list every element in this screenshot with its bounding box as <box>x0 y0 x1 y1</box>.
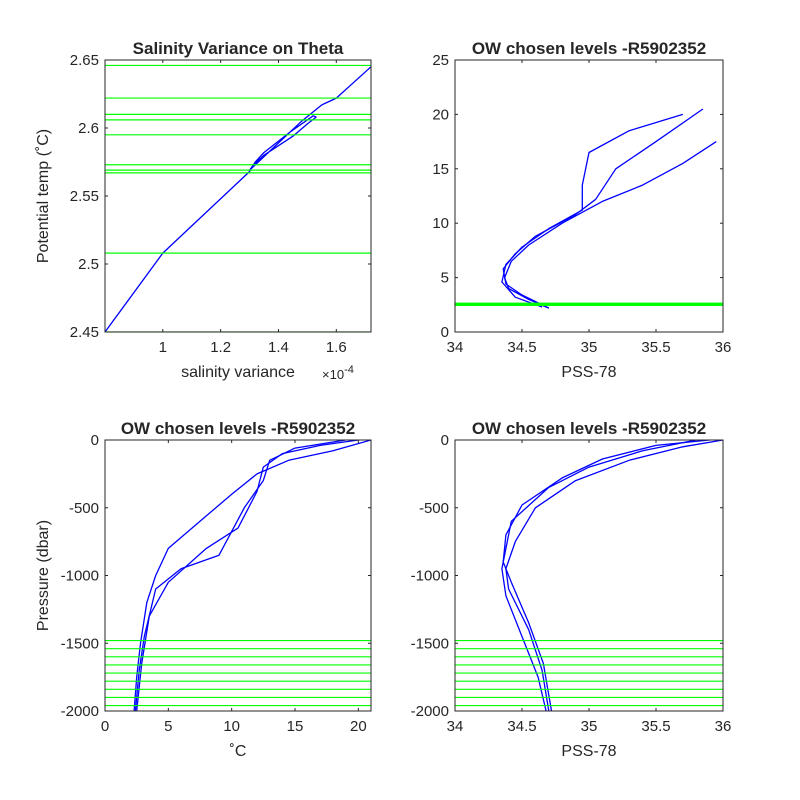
chart-title: OW chosen levels -R5902352 <box>472 39 706 58</box>
profile-line <box>501 113 683 308</box>
x-tick-label: 1 <box>159 339 167 356</box>
y-tick-label: -1000 <box>411 568 449 585</box>
y-tick-label: -1500 <box>61 635 99 652</box>
x-exponent-base: ×10 <box>322 367 344 382</box>
x-axis-label: PSS-78 <box>561 743 616 760</box>
profile-line <box>105 66 371 332</box>
y-tick-label: 0 <box>91 432 99 449</box>
x-tick-label: 35 <box>581 339 598 356</box>
plot-area: 1 1.2 1.4 1.6 2.45 2.5 2.55 2.6 2.65 <box>70 52 372 356</box>
x-tick-label: 0 <box>101 718 109 735</box>
x-tick-label: 36 <box>715 718 732 735</box>
panel-temperature-pressure: 0 5 10 15 20 -2000 -1500 -1000 -500 0 OW chosen l… <box>35 419 372 760</box>
x-tick-label: 1.2 <box>210 339 231 356</box>
x-tick-label: 1.6 <box>326 339 347 356</box>
chart-title: Salinity Variance on Theta <box>133 39 344 58</box>
x-tick-label: 5 <box>164 718 172 735</box>
y-axis-label: Pressure (dbar) <box>35 520 52 631</box>
x-tick-label: 20 <box>350 718 367 735</box>
y-tick-label: 2.5 <box>78 256 99 273</box>
y-tick-label: 2.65 <box>70 52 99 69</box>
x-tick-label: 35.5 <box>641 339 670 356</box>
y-tick-label: -500 <box>69 500 99 517</box>
x-tick-label: 1.4 <box>268 339 289 356</box>
y-axis-label: Potential temp (˚C) <box>35 129 52 263</box>
plot-area: 0 5 10 15 20 -2000 -1500 -1000 -500 0 <box>61 432 372 735</box>
plot-content <box>455 440 723 711</box>
x-exponent-power: -4 <box>344 364 354 376</box>
x-tick-label: 34 <box>447 339 464 356</box>
y-tick-label: -1500 <box>411 635 449 652</box>
y-tick-label: 25 <box>432 52 449 69</box>
chart-title: OW chosen levels -R5902352 <box>472 419 706 438</box>
y-tick-label: 2.55 <box>70 188 99 205</box>
profile-line <box>503 141 717 309</box>
y-tick-label: 15 <box>432 161 449 178</box>
x-tick-label: 35 <box>581 718 598 735</box>
x-tick-label: 34.5 <box>507 339 536 356</box>
x-tick-label: 34 <box>447 718 464 735</box>
x-tick-label: 34.5 <box>507 718 536 735</box>
x-tick-label: 15 <box>287 718 304 735</box>
y-tick-label: 2.6 <box>78 120 99 137</box>
x-tick-label: 36 <box>715 339 732 356</box>
y-tick-label: 20 <box>432 106 449 123</box>
y-tick-label: -2000 <box>61 703 99 720</box>
y-tick-label: 5 <box>441 270 449 287</box>
y-tick-label: -2000 <box>411 703 449 720</box>
plot-area: 34 34.5 35 35.5 36 -2000 -1500 -1000 -500 0 <box>411 432 732 735</box>
x-axis-exponent: ×10-4 <box>322 364 354 382</box>
plot-content <box>105 440 371 711</box>
x-tick-label: 35.5 <box>641 718 670 735</box>
y-tick-label: -1000 <box>61 568 99 585</box>
x-axis-label: PSS-78 <box>561 364 616 381</box>
y-tick-label: 2.45 <box>70 324 99 341</box>
plot-area: 34 34.5 35 35.5 36 0 5 10 15 20 25 <box>432 52 731 356</box>
x-tick-label: 10 <box>223 718 240 735</box>
profile-line <box>502 440 710 711</box>
y-tick-label: -500 <box>419 500 449 517</box>
profile-line <box>505 440 723 711</box>
chart-title: OW chosen levels -R5902352 <box>121 419 355 438</box>
x-axis-label: ˚C <box>230 743 247 760</box>
profile-line <box>136 440 359 711</box>
y-tick-label: 10 <box>432 215 449 232</box>
plot-content <box>455 108 723 309</box>
profile-line <box>502 108 704 309</box>
panel-theta-salinity: 34 34.5 35 35.5 36 0 5 10 15 20 25 OW chosen level… <box>432 39 731 381</box>
panel-salinity-variance: 1 1.2 1.4 1.6 2.45 2.5 2.55 2.6 2.65 Salinity Va… <box>35 39 372 382</box>
y-tick-label: 0 <box>441 432 449 449</box>
x-axis-label: salinity variance <box>181 364 295 381</box>
y-tick-label: 0 <box>441 324 449 341</box>
plot-content <box>105 64 371 332</box>
panel-salinity-pressure: 34 34.5 35 35.5 36 -2000 -1500 -1000 -500 0 OW ch… <box>411 419 732 760</box>
